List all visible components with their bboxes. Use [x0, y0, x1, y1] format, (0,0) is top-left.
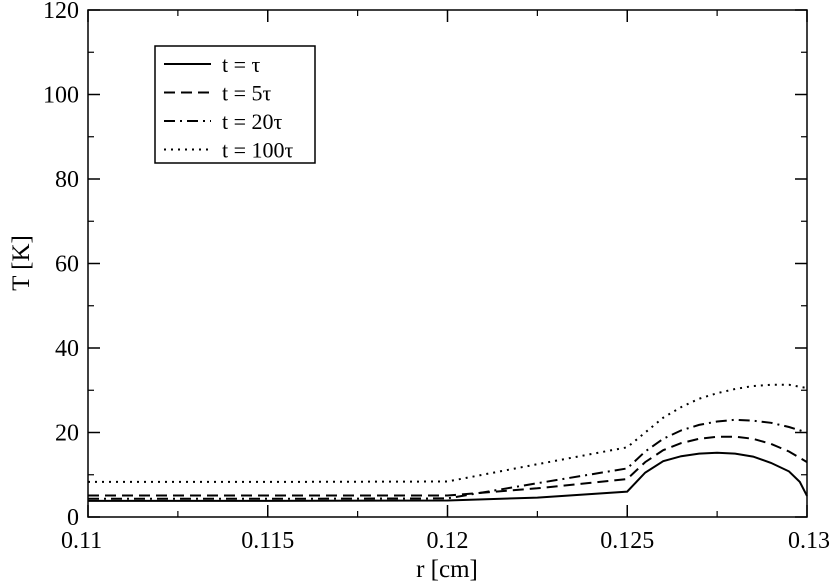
- y-tick-label: 40: [55, 336, 79, 362]
- legend-label-3: t = 20τ: [222, 109, 283, 134]
- tick-label-layer: 0.11 0.115 0.12 0.125 0.13 0 20 40 60 80 100 120: [43, 0, 830, 554]
- x-tick-label: 0.11: [61, 528, 102, 554]
- x-axis-label: r [cm]: [416, 556, 478, 581]
- x-tick-label: 0.13: [788, 528, 830, 554]
- legend-label-2: t = 5τ: [222, 81, 272, 106]
- series-line-1: [88, 451, 808, 502]
- series-layer: [88, 383, 808, 502]
- y-axis-label: T [K]: [8, 235, 35, 291]
- series-line-2: [88, 435, 808, 497]
- series-line-4: [88, 383, 808, 483]
- y-tick-label: 100: [43, 83, 79, 109]
- legend-box: [154, 45, 316, 164]
- series-line-3: [88, 418, 808, 500]
- y-tick-label: 80: [55, 167, 79, 193]
- legend: t = τ t = 5τ t = 20τ t = 100τ: [154, 45, 316, 164]
- y-tick-label: 0: [67, 505, 79, 531]
- x-tick-label: 0.125: [600, 528, 654, 554]
- legend-label-1: t = τ: [222, 52, 261, 77]
- y-tick-label: 20: [55, 421, 79, 447]
- legend-label-4: t = 100τ: [222, 138, 294, 163]
- y-tick-label: 60: [55, 252, 79, 278]
- y-tick-label: 120: [43, 0, 79, 24]
- x-tick-label: 0.12: [427, 528, 469, 554]
- tick-layer: [87, 9, 808, 518]
- x-tick-label: 0.115: [241, 528, 294, 554]
- legend-items: t = τ t = 5τ t = 20τ t = 100τ: [164, 52, 294, 163]
